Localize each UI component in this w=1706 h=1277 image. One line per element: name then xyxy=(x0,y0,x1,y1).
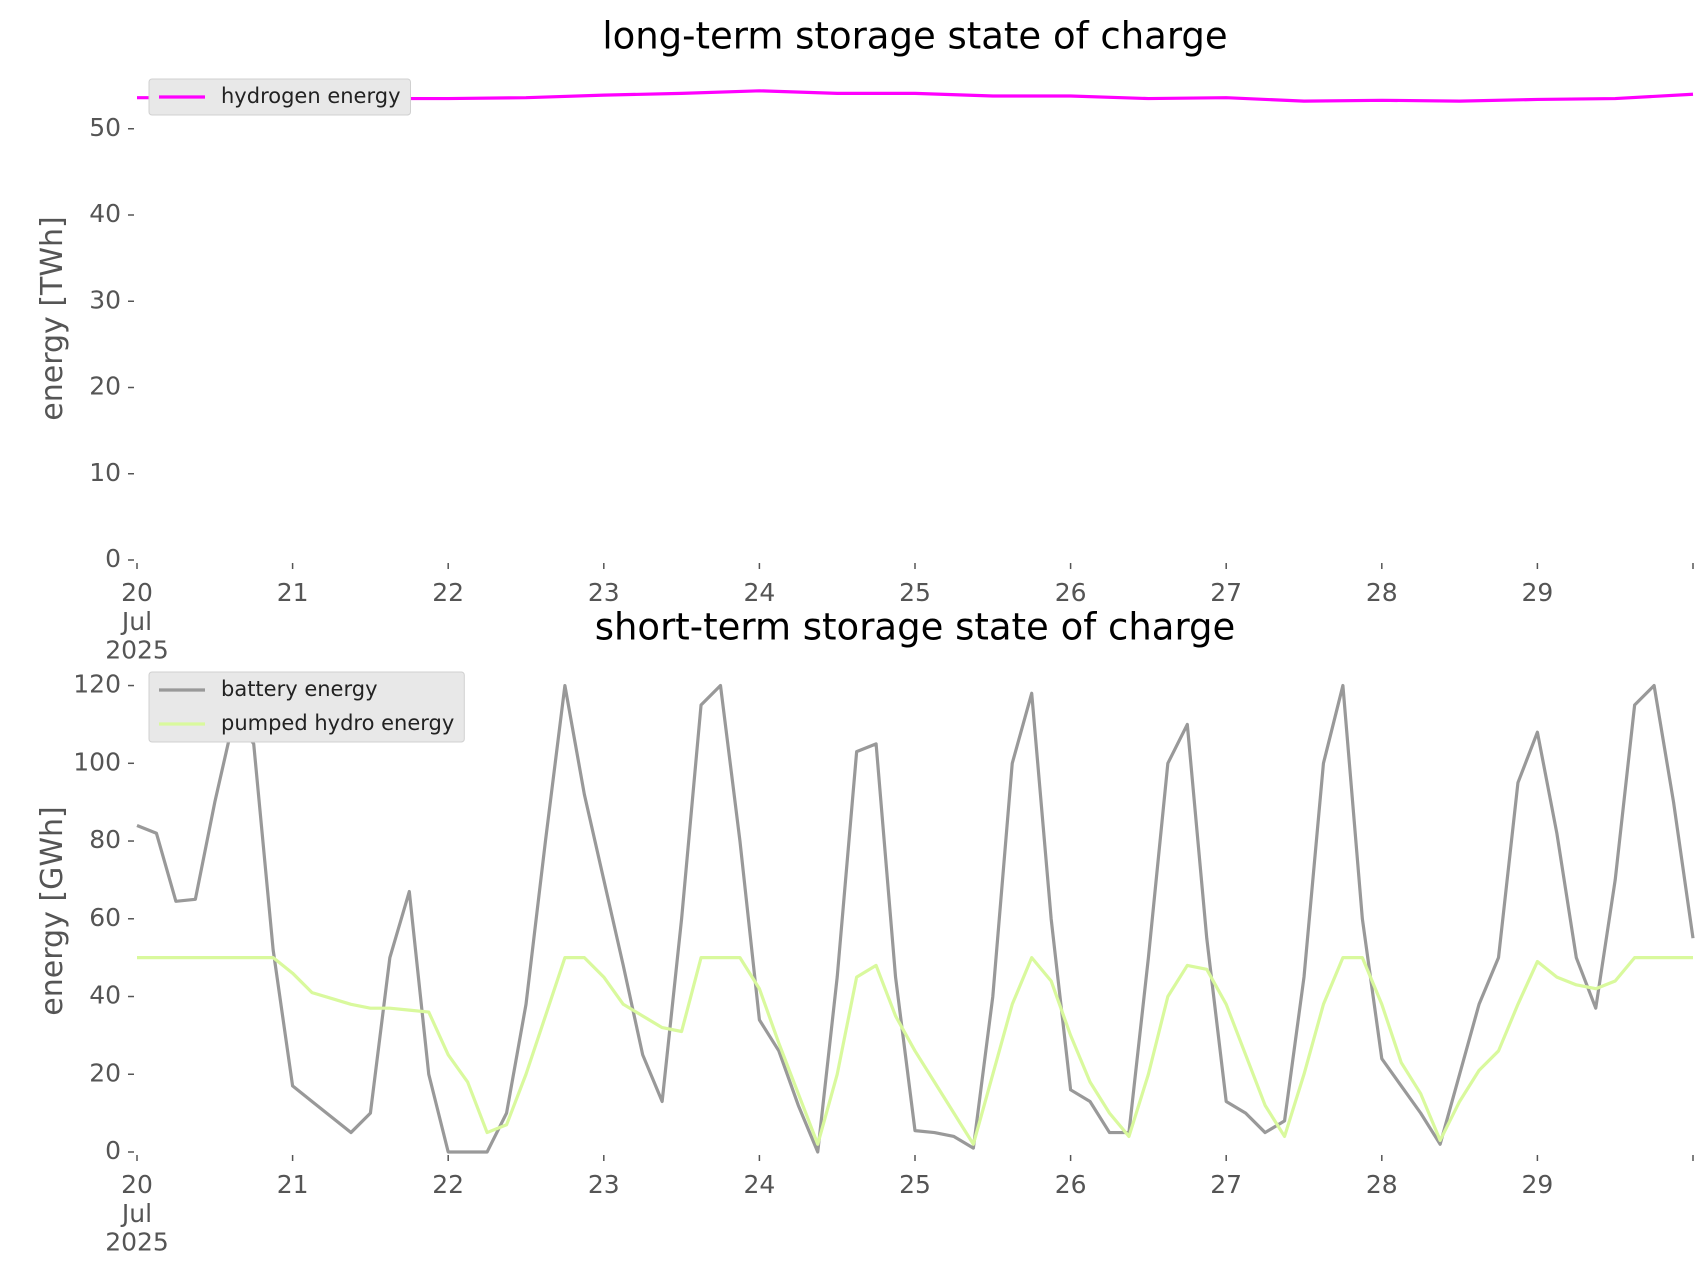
x-tick-label: 22 xyxy=(432,1170,464,1199)
series-line xyxy=(136,683,1695,1154)
y-tick-label: 40 xyxy=(89,981,121,1010)
y-tick-label: 30 xyxy=(89,285,121,314)
x-tick-label: 27 xyxy=(1210,1170,1242,1199)
y-tick-label: 20 xyxy=(89,1058,121,1087)
y-tick-label: 120 xyxy=(73,670,121,699)
x-tick-label: 20 Jul 2025 xyxy=(105,1170,169,1257)
x-tick-label: 28 xyxy=(1366,578,1398,607)
y-tick-label: 20 xyxy=(89,372,121,401)
y-tick-label: 10 xyxy=(89,458,121,487)
legend-box xyxy=(148,671,465,743)
y-tick-label: 100 xyxy=(73,747,121,776)
x-tick-label: 29 xyxy=(1521,578,1553,607)
x-tick-label: 25 xyxy=(899,578,931,607)
chart-title: long-term storage state of charge xyxy=(602,15,1227,58)
y-tick-label: 80 xyxy=(89,825,121,854)
y-tick-label: 0 xyxy=(105,1136,121,1165)
y-tick-label: 0 xyxy=(105,544,121,573)
y-tick-label: 50 xyxy=(89,113,121,142)
x-tick-label: 28 xyxy=(1366,1170,1398,1199)
x-tick-label: 23 xyxy=(588,578,620,607)
x-tick-label: 20 Jul 2025 xyxy=(105,578,169,665)
x-tick-label: 24 xyxy=(743,1170,775,1199)
y-axis-label: energy [GWh] xyxy=(35,806,70,1015)
x-tick-label: 27 xyxy=(1210,578,1242,607)
legend: battery energy pumped hydro energy xyxy=(148,671,465,743)
x-tick-label: 29 xyxy=(1521,1170,1553,1199)
legend: hydrogen energy xyxy=(148,78,411,116)
x-tick-label: 21 xyxy=(277,1170,309,1199)
x-tick-label: 22 xyxy=(432,578,464,607)
legend-box xyxy=(148,78,411,116)
legend-label: battery energy xyxy=(221,677,378,701)
x-tick-label: 24 xyxy=(743,578,775,607)
y-tick-label: 40 xyxy=(89,199,121,228)
x-tick-label: 21 xyxy=(277,578,309,607)
x-tick-label: 23 xyxy=(588,1170,620,1199)
x-tick-label: 26 xyxy=(1055,578,1087,607)
series-line xyxy=(137,956,1693,1146)
legend-label: hydrogen energy xyxy=(221,84,401,108)
legend-label: pumped hydro energy xyxy=(221,711,454,735)
x-tick-label: 25 xyxy=(899,1170,931,1199)
y-axis-label: energy [TWh] xyxy=(35,216,70,420)
x-tick-label: 26 xyxy=(1055,1170,1087,1199)
chart-title: short-term storage state of charge xyxy=(595,606,1236,649)
y-tick-label: 60 xyxy=(89,903,121,932)
